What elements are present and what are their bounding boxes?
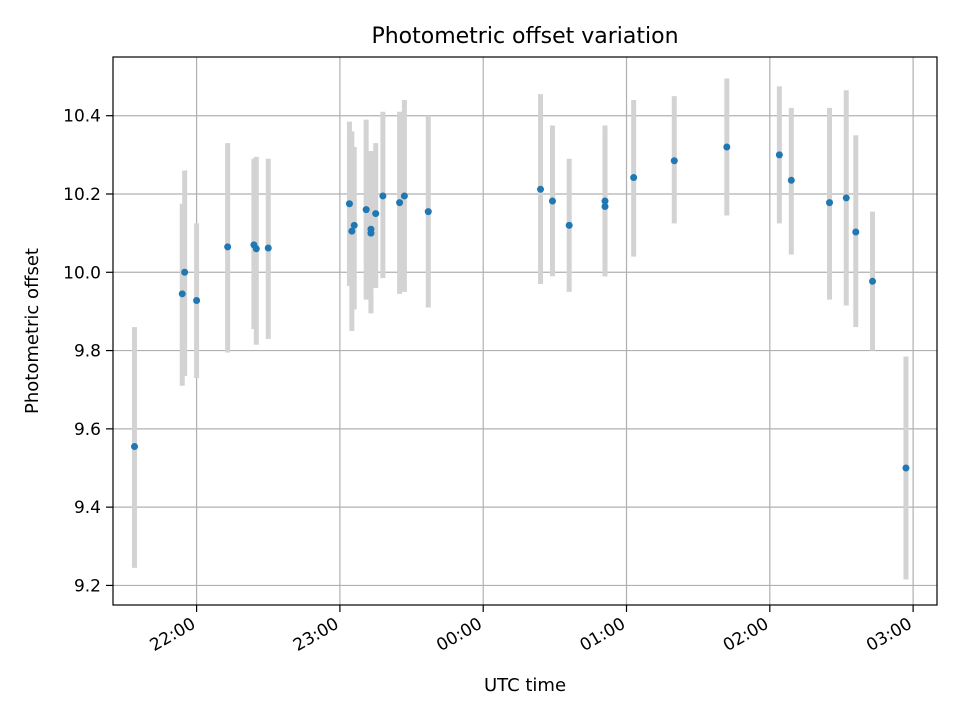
data-point bbox=[548, 197, 556, 205]
data-point bbox=[130, 442, 138, 450]
data-point bbox=[826, 199, 834, 207]
data-point bbox=[224, 243, 232, 251]
y-tick-label: 10.2 bbox=[63, 185, 101, 205]
data-point bbox=[565, 221, 573, 229]
data-points bbox=[130, 143, 910, 472]
plot-frame bbox=[112, 56, 938, 606]
data-point bbox=[379, 192, 387, 200]
data-point bbox=[630, 174, 638, 182]
data-point bbox=[372, 210, 380, 218]
x-axis-label: UTC time bbox=[484, 675, 566, 696]
data-point bbox=[193, 296, 201, 304]
y-tick-label: 10.4 bbox=[63, 107, 101, 127]
data-point bbox=[396, 199, 404, 207]
data-point bbox=[424, 208, 432, 216]
data-point bbox=[670, 157, 678, 165]
data-point bbox=[902, 464, 910, 472]
data-point bbox=[601, 197, 609, 205]
data-point bbox=[842, 194, 850, 202]
y-tick-label: 9.8 bbox=[74, 342, 101, 362]
y-axis-label: Photometric offset bbox=[22, 248, 43, 414]
y-axis-ticks: 9.2 9.4 9.6 9.8 10.0 10.2 10.4 bbox=[63, 107, 113, 596]
data-point bbox=[350, 221, 358, 229]
y-tick-label: 9.6 bbox=[74, 420, 101, 440]
data-point bbox=[787, 176, 795, 184]
data-point bbox=[252, 245, 260, 253]
data-point bbox=[181, 268, 189, 276]
y-tick-label: 9.4 bbox=[74, 498, 101, 518]
data-point bbox=[723, 143, 731, 151]
data-point bbox=[345, 200, 353, 208]
data-point bbox=[264, 244, 272, 252]
data-point bbox=[362, 206, 370, 214]
data-point bbox=[852, 228, 860, 236]
data-point bbox=[367, 229, 375, 237]
data-point bbox=[348, 227, 356, 235]
chart-title: Photometric offset variation bbox=[371, 24, 678, 49]
grid bbox=[113, 57, 937, 605]
data-point bbox=[775, 151, 783, 159]
y-tick-label: 10.0 bbox=[63, 263, 101, 283]
data-point bbox=[400, 192, 408, 200]
data-point bbox=[601, 203, 609, 211]
y-tick-label: 9.2 bbox=[74, 576, 101, 596]
data-point bbox=[178, 290, 186, 298]
data-point bbox=[537, 185, 545, 193]
data-point bbox=[869, 277, 877, 285]
